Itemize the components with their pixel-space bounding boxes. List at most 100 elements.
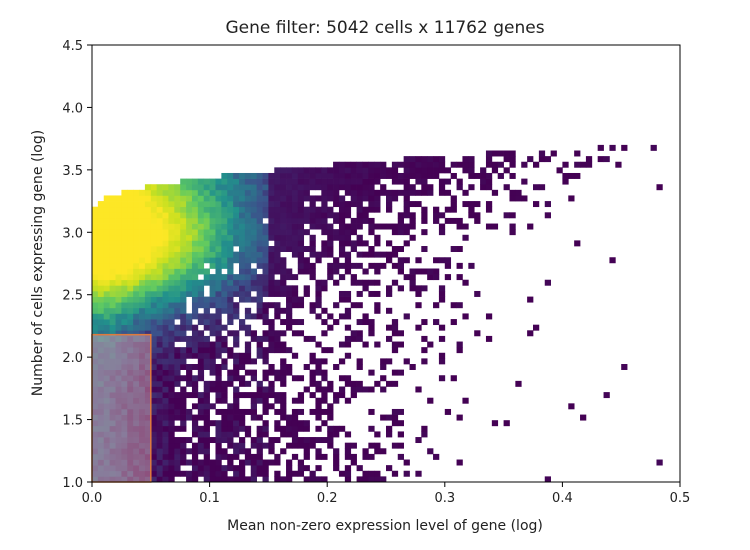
heatmap-cell (468, 161, 475, 168)
heatmap-cell (244, 448, 252, 455)
heatmap-cell (509, 156, 516, 163)
heatmap-cell (121, 330, 128, 337)
heatmap-cell (209, 257, 216, 264)
heatmap-cell (133, 324, 140, 331)
heatmap-cell (380, 189, 387, 196)
heatmap-cell (256, 257, 263, 264)
heatmap-cell (162, 358, 169, 365)
heatmap-cell (321, 408, 328, 415)
heatmap-cell (438, 358, 446, 365)
heatmap-cell (197, 330, 205, 337)
heatmap-cell (203, 420, 210, 427)
heatmap-cell (109, 234, 116, 241)
heatmap-cell (403, 223, 410, 230)
heatmap-cell (321, 285, 328, 292)
heatmap-cell (433, 453, 440, 460)
heatmap-cell (168, 448, 175, 455)
heatmap-cell (180, 201, 187, 208)
heatmap-cell (197, 352, 205, 359)
heatmap-cell (239, 425, 246, 432)
heatmap-cell (109, 251, 116, 258)
heatmap-cell (462, 189, 469, 196)
heatmap-cell (450, 319, 457, 326)
heatmap-cell (327, 442, 334, 449)
heatmap-cell (221, 335, 228, 342)
heatmap-cell (421, 246, 428, 252)
heatmap-cell (221, 425, 228, 432)
heatmap-cell (291, 397, 299, 404)
heatmap-cell (262, 206, 269, 213)
heatmap-cell (650, 144, 657, 151)
heatmap-cell (415, 285, 422, 292)
heatmap-cell (121, 347, 128, 354)
heatmap-cell (256, 201, 263, 208)
heatmap-cell (127, 201, 134, 208)
heatmap-cell (139, 302, 146, 309)
heatmap-cell (291, 296, 299, 303)
heatmap-cell (515, 380, 522, 387)
heatmap-cell (309, 268, 316, 275)
heatmap-cell (103, 425, 110, 432)
heatmap-cell (327, 262, 334, 269)
heatmap-cell (480, 172, 487, 179)
heatmap-cell (403, 459, 410, 466)
heatmap-cell (580, 161, 587, 168)
heatmap-cell (180, 375, 187, 382)
heatmap-cell (103, 274, 110, 281)
heatmap-cell (315, 212, 322, 219)
heatmap-cell (215, 330, 222, 337)
heatmap-cell (262, 465, 269, 472)
heatmap-cell (215, 262, 222, 269)
heatmap-cell (421, 156, 428, 163)
heatmap-cell (233, 453, 240, 460)
heatmap-cell (474, 212, 481, 219)
heatmap-cell (180, 251, 187, 258)
heatmap-cell (286, 212, 293, 219)
heatmap-cell (174, 307, 181, 314)
heatmap-cell (456, 217, 463, 224)
heatmap-cell (656, 184, 663, 191)
heatmap-cell (303, 246, 310, 252)
heatmap-cell (403, 178, 410, 185)
heatmap-cell (144, 189, 152, 196)
heatmap-cell (338, 470, 346, 477)
heatmap-cell (168, 195, 175, 202)
heatmap-cell (150, 201, 158, 208)
heatmap-cell (191, 262, 199, 269)
heatmap-cell (239, 414, 246, 421)
heatmap-cell (144, 375, 152, 382)
heatmap-cell (97, 408, 105, 415)
heatmap-cell (203, 251, 210, 258)
heatmap-cell (362, 240, 369, 247)
heatmap-cell (180, 285, 187, 292)
heatmap-cell (503, 184, 510, 191)
heatmap-cell (162, 212, 169, 219)
heatmap-cell (233, 465, 240, 472)
heatmap-cell (262, 347, 269, 354)
heatmap-cell (250, 246, 257, 252)
heatmap-cell (92, 369, 99, 376)
heatmap-cell (386, 195, 393, 202)
heatmap-cell (368, 229, 375, 236)
heatmap-cell (186, 335, 193, 342)
heatmap-cell (327, 172, 334, 179)
heatmap-cell (280, 229, 287, 236)
heatmap-cell (297, 262, 305, 269)
heatmap-cell (256, 240, 263, 247)
heatmap-cell (121, 431, 128, 438)
heatmap-cell (233, 330, 240, 337)
heatmap-cell (309, 184, 316, 191)
heatmap-cell (97, 223, 105, 230)
heatmap-cell (139, 414, 146, 421)
heatmap-cell (168, 240, 175, 247)
heatmap-cell (274, 279, 281, 286)
heatmap-cell (274, 470, 281, 477)
heatmap-cell (315, 414, 322, 421)
heatmap-cell (438, 352, 446, 359)
heatmap-cell (203, 234, 210, 241)
heatmap-cell (162, 448, 169, 455)
heatmap-cell (338, 178, 346, 185)
heatmap-cell (350, 217, 357, 224)
heatmap-cell (103, 341, 110, 348)
